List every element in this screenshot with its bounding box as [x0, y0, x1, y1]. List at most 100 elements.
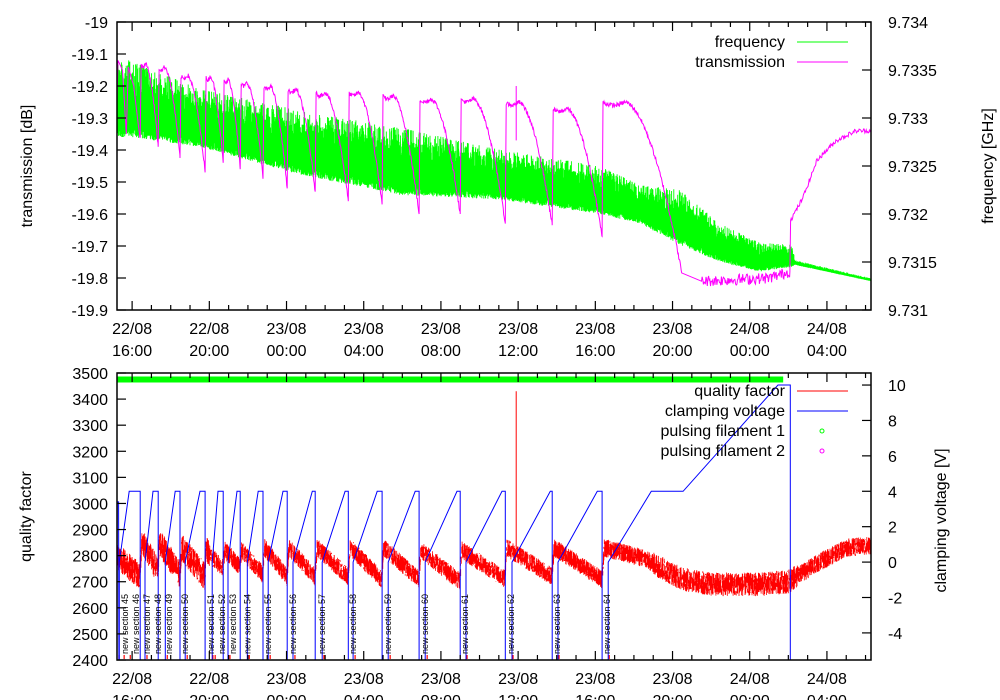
y-tick-label: 3200 — [72, 444, 108, 461]
legend-marker — [819, 448, 825, 454]
section-annotation: new section 61 — [460, 594, 470, 654]
x-tick-label-date: 23/08 — [575, 321, 615, 338]
section-annotation: new section 52 — [217, 594, 227, 654]
x-tick-label-date: 23/08 — [344, 671, 384, 688]
section-annotation: new section 49 — [164, 594, 174, 654]
section-annotation: new section 50 — [180, 594, 190, 654]
x-tick-label-time: 16:00 — [575, 693, 615, 700]
y2-tick-label: 6 — [888, 449, 897, 466]
y2-tick-label: 9.7335 — [888, 63, 937, 80]
x-tick-label-date: 23/08 — [266, 321, 306, 338]
section-annotation: new section 62 — [506, 594, 516, 654]
y2-tick-label: 8 — [888, 413, 897, 430]
y-tick-label: 2900 — [72, 523, 108, 540]
section-annotation: new section 48 — [153, 594, 163, 654]
legend-label: clamping voltage — [665, 403, 785, 420]
y2-tick-label: 10 — [888, 378, 906, 395]
x-tick-label-date: 23/08 — [575, 671, 615, 688]
x-tick-label-date: 23/08 — [344, 321, 384, 338]
y2-tick-label: 9.7315 — [888, 255, 937, 272]
x-tick-label-time: 12:00 — [498, 343, 538, 360]
x-tick-label-time: 00:00 — [730, 343, 770, 360]
clamping-voltage-series — [117, 384, 791, 660]
x-tick-label-date: 23/08 — [653, 321, 693, 338]
x-tick-label-time: 04:00 — [344, 693, 384, 700]
x-tick-label-time: 00:00 — [266, 343, 306, 360]
x-tick-label-date: 23/08 — [421, 321, 461, 338]
y-tick-label: -19.7 — [72, 239, 109, 256]
x-tick-label-date: 23/08 — [266, 671, 306, 688]
y-tick-label: 3500 — [72, 366, 108, 383]
y2-tick-label: 4 — [888, 484, 897, 501]
y-tick-label: 3400 — [72, 392, 108, 409]
x-tick-label-date: 22/08 — [112, 321, 152, 338]
y-tick-label: -19.8 — [72, 271, 109, 288]
x-tick-label-time: 08:00 — [421, 693, 461, 700]
x-tick-label-date: 23/08 — [653, 671, 693, 688]
section-annotation: new section 63 — [552, 594, 562, 654]
y2-tick-label: 9.731 — [888, 303, 928, 320]
section-annotation: new section 59 — [383, 594, 393, 654]
y-tick-label: -19 — [85, 15, 108, 32]
legend-label: pulsing filament 2 — [660, 443, 785, 460]
x-tick-label-time: 16:00 — [112, 693, 152, 700]
y-tick-label: 3300 — [72, 418, 108, 435]
y-tick-label: 2400 — [72, 653, 108, 670]
x-tick-label-time: 20:00 — [189, 343, 229, 360]
top-plot-area — [117, 60, 871, 287]
section-annotation: new section 53 — [228, 594, 238, 654]
x-tick-label-time: 16:00 — [575, 343, 615, 360]
y-tick-label: -19.2 — [72, 79, 109, 96]
x-tick-label-date: 24/08 — [730, 321, 770, 338]
x-tick-label-time: 04:00 — [807, 693, 847, 700]
top-plot-transmission-frequency: 22/08 16:00 22/08 20:00 23/08 00:00 23/08 04:00… — [19, 15, 997, 360]
x-tick-label-time: 00:00 — [266, 693, 306, 700]
y-axis-label: transmission [dB] — [19, 105, 36, 228]
y2-tick-label: -4 — [888, 626, 902, 643]
legend-label: frequency — [715, 34, 785, 51]
quality-factor-series — [117, 533, 871, 597]
x-tick-label-time: 04:00 — [344, 343, 384, 360]
y-tick-label: 3000 — [72, 496, 108, 513]
y2-tick-label: -2 — [888, 591, 902, 608]
section-annotation: new section 45 — [120, 594, 130, 654]
y2-axis-label: clamping voltage [V] — [933, 448, 950, 592]
y-tick-label: 3100 — [72, 470, 108, 487]
legend-label: pulsing filament 1 — [660, 423, 785, 440]
y-tick-label: -19.6 — [72, 207, 109, 224]
section-annotation: new section 60 — [420, 594, 430, 654]
section-annotation: new section 54 — [242, 594, 252, 654]
x-tick-label-date: 24/08 — [807, 671, 847, 688]
x-tick-label-time: 00:00 — [730, 693, 770, 700]
section-annotation: new section 56 — [288, 594, 298, 654]
x-tick-label-date: 24/08 — [807, 321, 847, 338]
x-tick-label-time: 20:00 — [653, 343, 693, 360]
y2-axis-label: frequency [GHz] — [980, 108, 997, 224]
section-annotation: new section 57 — [317, 594, 327, 654]
y2-tick-label: 9.7325 — [888, 159, 937, 176]
x-tick-label-time: 20:00 — [189, 693, 229, 700]
y-tick-label: 2800 — [72, 549, 108, 566]
y-tick-label: -19.4 — [72, 143, 109, 160]
y2-tick-label: 0 — [888, 555, 897, 572]
legend-label: quality factor — [694, 383, 785, 400]
y-tick-label: -19.1 — [72, 47, 109, 64]
section-annotation: new section 55 — [263, 594, 273, 654]
x-tick-label-date: 22/08 — [112, 671, 152, 688]
section-annotation: new section 64 — [602, 594, 612, 654]
plot-frame — [116, 372, 872, 661]
transmission-series — [117, 60, 871, 287]
x-tick-label-time: 12:00 — [498, 693, 538, 700]
y-tick-label: -19.5 — [72, 175, 109, 192]
x-tick-label-date: 23/08 — [421, 671, 461, 688]
section-annotation: new section 47 — [142, 594, 152, 654]
legend-label: transmission — [695, 54, 785, 71]
y2-tick-label: 9.733 — [888, 111, 928, 128]
frequency-series — [117, 60, 871, 282]
y2-tick-label: 9.734 — [888, 15, 928, 32]
x-tick-label-date: 22/08 — [189, 671, 229, 688]
y-tick-label: 2700 — [72, 575, 108, 592]
x-tick-label-time: 08:00 — [421, 343, 461, 360]
y-axis-label: quality factor — [18, 470, 35, 561]
